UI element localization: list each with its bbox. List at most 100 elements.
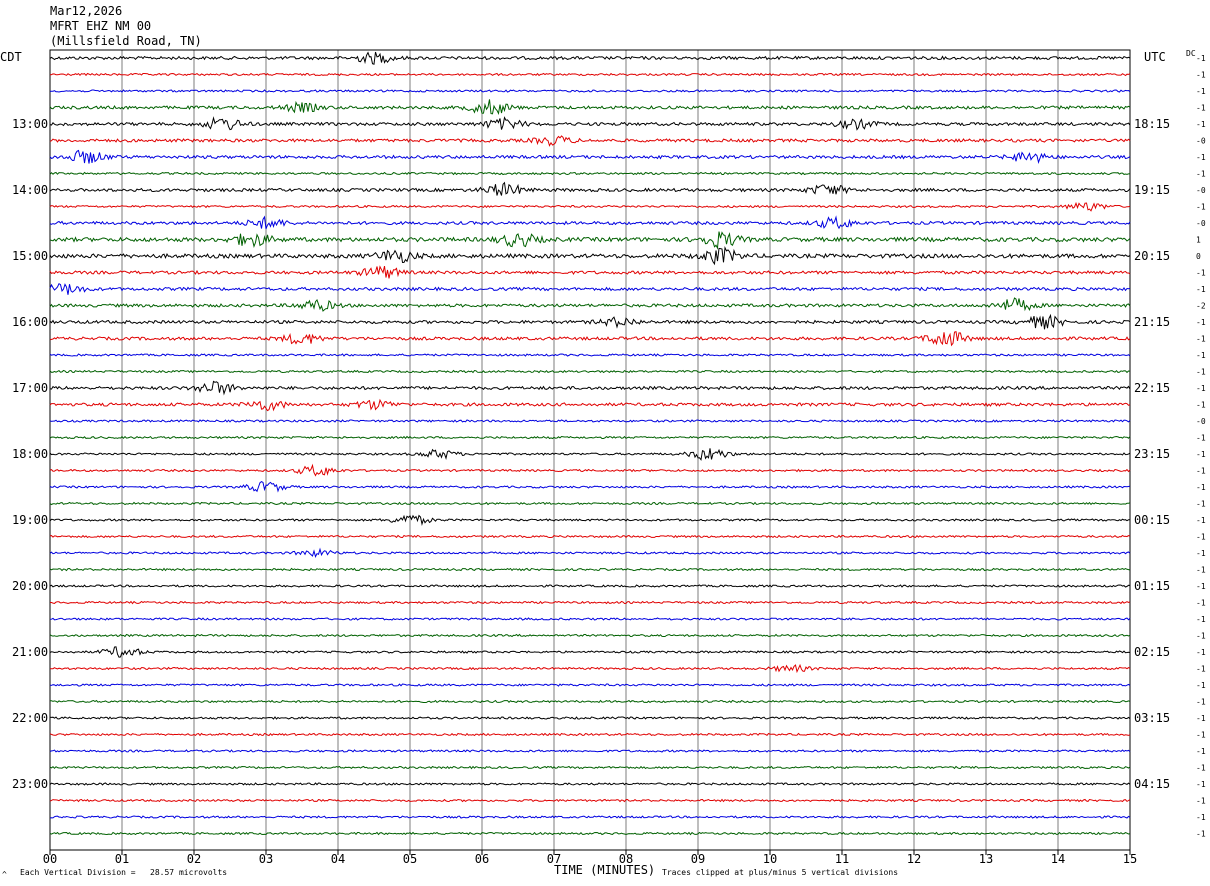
x-axis-title: TIME (MINUTES) <box>554 863 656 877</box>
seismic-traces <box>49 51 1131 836</box>
trace-row-16 <box>49 313 1131 330</box>
left-time-label-1700: 17:00 <box>12 381 48 395</box>
left-time-label-1600: 16:00 <box>12 315 48 329</box>
dc-offset-row-4: -1 <box>1196 120 1206 129</box>
trace-row-30 <box>49 547 1131 558</box>
trace-row-28 <box>49 514 1131 526</box>
trace-row-44 <box>49 782 1131 786</box>
trace-row-42 <box>49 749 1131 753</box>
minute-gridlines <box>49 49 1131 855</box>
trace-row-46 <box>49 815 1131 819</box>
x-tick-label-05: 05 <box>403 852 417 866</box>
dc-offset-row-19: -1 <box>1196 368 1206 377</box>
x-tick-label-07: 07 <box>547 852 561 866</box>
plot-date: Mar12,2026 <box>50 4 123 18</box>
trace-row-35 <box>49 633 1131 638</box>
dc-offset-row-18: -1 <box>1196 351 1206 360</box>
x-tick-label-03: 03 <box>259 852 273 866</box>
trace-row-23 <box>49 435 1131 440</box>
dc-offset-row-0: -1 <box>1196 54 1206 63</box>
left-time-label-2100: 21:00 <box>12 645 48 659</box>
x-tick-label-02: 02 <box>187 852 201 866</box>
right-time-label-0215: 02:15 <box>1134 645 1170 659</box>
dc-offset-row-30: -1 <box>1196 549 1206 558</box>
dc-offset-row-11: 1 <box>1196 236 1201 245</box>
left-time-label-1500: 15:00 <box>12 249 48 263</box>
trace-row-2 <box>49 89 1131 93</box>
left-time-label-1300: 13:00 <box>12 117 48 131</box>
trace-row-22 <box>49 419 1131 423</box>
dc-offset-row-10: -0 <box>1196 219 1206 228</box>
trace-row-13 <box>49 265 1131 279</box>
dc-offset-row-2: -1 <box>1196 87 1206 96</box>
trace-row-20 <box>49 380 1131 396</box>
dc-offset-row-27: -1 <box>1196 500 1206 509</box>
scale-note: Each Vertical Division = 28.57 microvolt… <box>20 868 228 877</box>
dc-offset-row-14: -1 <box>1196 285 1206 294</box>
dc-offset-row-6: -1 <box>1196 153 1206 162</box>
trace-row-25 <box>49 463 1131 477</box>
station-code: MFRT EHZ NM 00 <box>50 19 152 33</box>
dc-offset-row-33: -1 <box>1196 599 1206 608</box>
trace-row-41 <box>49 732 1131 737</box>
trace-row-34 <box>49 617 1131 621</box>
dc-offset-row-13: -1 <box>1196 269 1206 278</box>
dc-offset-row-3: -1 <box>1196 104 1206 113</box>
clip-note: Traces clipped at plus/minus 5 vertical … <box>662 868 899 877</box>
trace-row-9 <box>49 201 1131 212</box>
dc-offset-row-40: -1 <box>1196 714 1206 723</box>
plot-frame <box>49 49 1131 851</box>
trace-row-21 <box>49 398 1131 412</box>
x-tick-label-00: 00 <box>43 852 57 866</box>
dc-offset-row-29: -1 <box>1196 533 1206 542</box>
right-time-label-2015: 20:15 <box>1134 249 1170 263</box>
trace-row-18 <box>49 353 1131 357</box>
dc-offset-header: DC <box>1186 49 1196 58</box>
x-tick-label-06: 06 <box>475 852 489 866</box>
dc-offset-row-24: -1 <box>1196 450 1206 459</box>
corner-mark: ^ <box>2 870 7 879</box>
dc-offset-row-25: -1 <box>1196 467 1206 476</box>
dc-offset-row-42: -1 <box>1196 747 1206 756</box>
x-tick-label-10: 10 <box>763 852 777 866</box>
right-time-label-0115: 01:15 <box>1134 579 1170 593</box>
x-tick-label-08: 08 <box>619 852 633 866</box>
dc-offset-row-7: -1 <box>1196 170 1206 179</box>
x-tick-label-15: 15 <box>1123 852 1137 866</box>
dc-offset-row-28: -1 <box>1196 516 1206 525</box>
left-time-label-1800: 18:00 <box>12 447 48 461</box>
dc-offset-row-16: -1 <box>1196 318 1206 327</box>
trace-row-0 <box>49 51 1131 65</box>
trace-row-33 <box>50 600 1131 605</box>
right-time-label-0415: 04:15 <box>1134 777 1170 791</box>
trace-row-39 <box>50 699 1131 704</box>
dc-offset-row-35: -1 <box>1196 632 1206 641</box>
trace-row-26 <box>49 481 1131 493</box>
trace-row-1 <box>49 72 1131 77</box>
left-time-label-2300: 23:00 <box>12 777 48 791</box>
left-timezone-label: CDT <box>0 50 22 64</box>
trace-row-32 <box>49 584 1131 588</box>
trace-row-43 <box>49 765 1131 770</box>
dc-offset-row-34: -1 <box>1196 615 1206 624</box>
right-time-label-2115: 21:15 <box>1134 315 1170 329</box>
right-time-label-0315: 03:15 <box>1134 711 1170 725</box>
trace-row-10 <box>49 215 1131 230</box>
trace-row-11 <box>49 231 1131 250</box>
x-tick-label-11: 11 <box>835 852 849 866</box>
trace-row-8 <box>49 181 1131 196</box>
x-tick-label-14: 14 <box>1051 852 1065 866</box>
left-time-label-1400: 14:00 <box>12 183 48 197</box>
trace-row-7 <box>49 171 1131 176</box>
dc-offset-row-9: -1 <box>1196 203 1206 212</box>
trace-row-31 <box>49 567 1131 572</box>
dc-offset-row-5: -0 <box>1196 137 1206 146</box>
trace-row-27 <box>49 501 1131 506</box>
right-time-label-1915: 19:15 <box>1134 183 1170 197</box>
trace-row-36 <box>49 646 1131 658</box>
trace-row-12 <box>49 245 1131 266</box>
trace-row-19 <box>49 369 1131 374</box>
trace-row-15 <box>49 297 1131 312</box>
dc-offset-row-12: 0 <box>1196 252 1201 261</box>
dc-offset-row-8: -0 <box>1196 186 1206 195</box>
